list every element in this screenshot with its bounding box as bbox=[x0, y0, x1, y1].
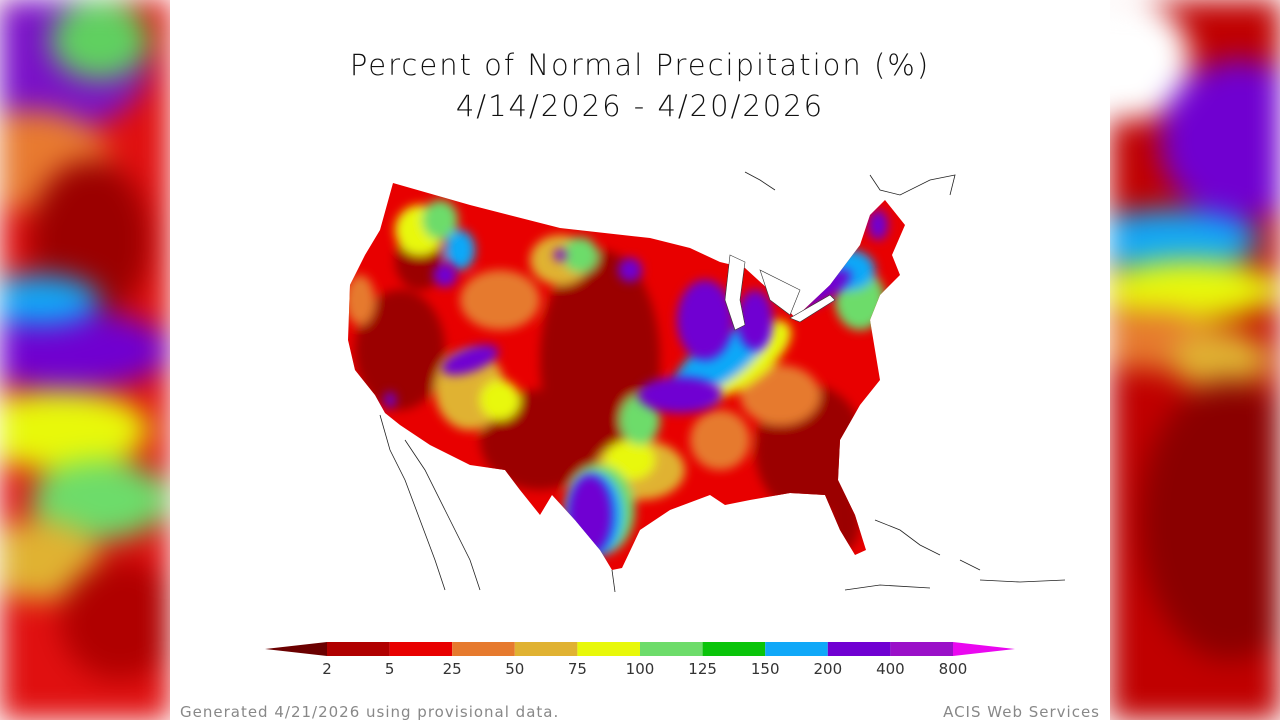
legend-tick-label: 100 bbox=[625, 660, 655, 678]
legend-tick-label: 800 bbox=[938, 660, 968, 678]
legend-tick-label: 400 bbox=[876, 660, 905, 678]
legend-tick-label: 2 bbox=[322, 660, 332, 678]
legend-swatch bbox=[327, 642, 390, 656]
legend-tick-label: 200 bbox=[813, 660, 843, 678]
source-credit: ACIS Web Services bbox=[943, 703, 1100, 721]
legend-tick-label: 150 bbox=[750, 660, 780, 678]
legend-swatch bbox=[452, 642, 515, 656]
legend-swatch bbox=[640, 642, 703, 656]
legend-arrow-high bbox=[953, 642, 1015, 656]
legend-swatch bbox=[765, 642, 828, 656]
legend-arrow-low bbox=[265, 642, 327, 656]
legend-tick-label: 5 bbox=[384, 660, 395, 678]
map-title: Percent of Normal Precipitation (%) bbox=[349, 48, 931, 82]
legend-swatch bbox=[577, 642, 640, 656]
legend-swatch bbox=[389, 642, 453, 656]
legend-swatch bbox=[514, 642, 578, 656]
coastline-outlines bbox=[379, 171, 1066, 593]
legend-swatch bbox=[702, 642, 766, 656]
legend-tick-label: 75 bbox=[567, 660, 587, 678]
blurred-background-left bbox=[0, 0, 170, 720]
legend-tick-label: 25 bbox=[442, 660, 462, 678]
legend-swatch bbox=[827, 642, 891, 656]
legend-tick-label: 50 bbox=[505, 660, 525, 678]
blurred-background-right bbox=[1110, 0, 1280, 720]
great-lakes bbox=[724, 254, 836, 331]
color-legend bbox=[265, 642, 1015, 656]
precipitation-field bbox=[348, 183, 905, 570]
date-range: 4/14/2026 - 4/20/2026 bbox=[455, 89, 825, 123]
generated-note: Generated 4/21/2026 using provisional da… bbox=[180, 703, 560, 721]
legend-tick-label: 125 bbox=[688, 660, 717, 678]
legend-swatch bbox=[890, 642, 953, 656]
